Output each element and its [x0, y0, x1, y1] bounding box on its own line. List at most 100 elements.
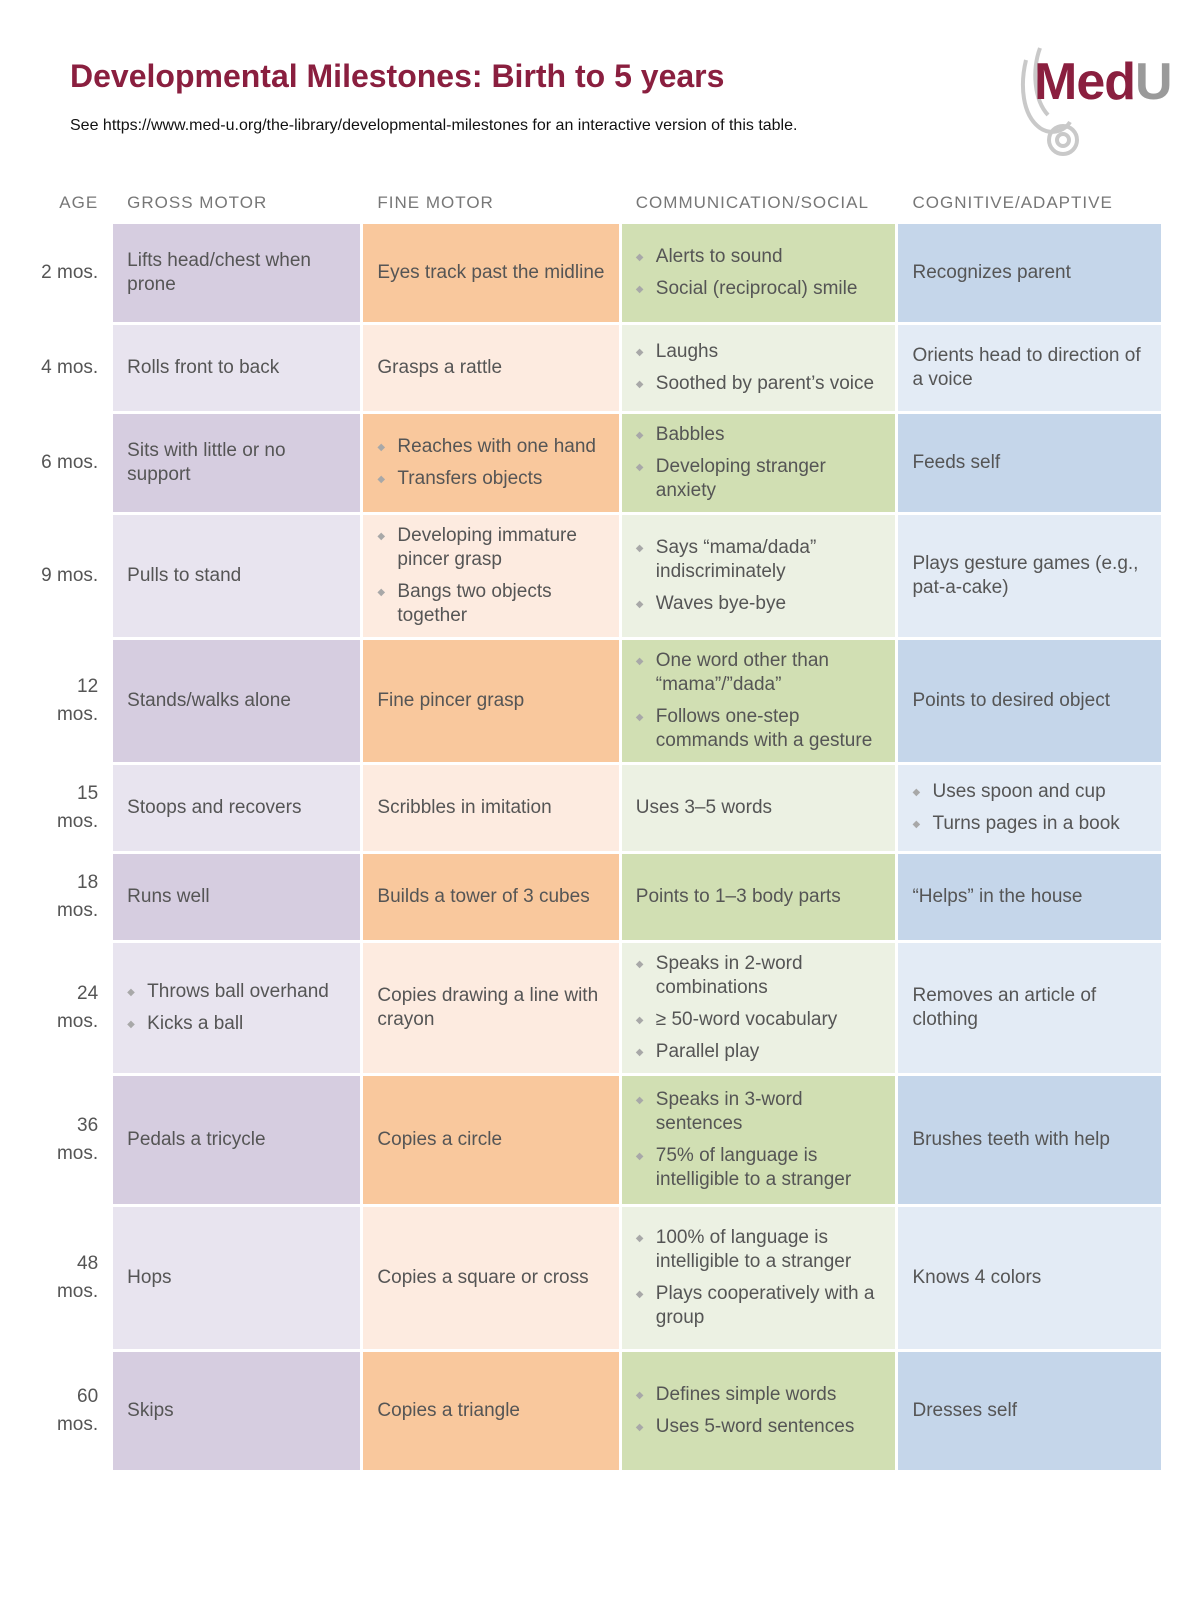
cog-cell: Feeds self	[898, 414, 1161, 512]
age-label: 15	[77, 783, 99, 804]
milestone-text: Copies a triangle	[377, 1400, 520, 1421]
fine-cell: Copies a square or cross	[363, 1207, 619, 1349]
milestone-text: Stands/walks alone	[127, 690, 291, 711]
milestones-table: AGE GROSS MOTOR FINE MOTOR COMMUNICATION…	[38, 190, 1164, 1473]
milestone-text: Fine pincer grasp	[377, 690, 525, 711]
milestone-item: One word other than “mama”/”dada”	[636, 649, 882, 697]
age-label: mos.	[56, 1414, 99, 1435]
milestone-item: 100% of language is intelligible to a st…	[636, 1226, 882, 1274]
comm-cell: Says “mama/dada” indiscriminately Waves b…	[621, 515, 896, 637]
milestone-item: Speaks in 2-word combinations	[636, 952, 882, 1000]
gross-cell: Sits with little or no support	[113, 414, 361, 512]
gross-cell: Runs well	[113, 854, 361, 940]
table-row: 2 mos. Lifts head/chest when prone Eyes tr…	[41, 224, 1161, 322]
milestone-text: Scribbles in imitation	[377, 797, 552, 818]
milestone-list: Developing immature pincer grasp Bangs tw…	[377, 524, 604, 628]
fine-cell: Copies a triangle	[363, 1352, 619, 1470]
gross-cell: Stoops and recovers	[113, 765, 361, 851]
milestone-item: Soothed by parent’s voice	[636, 372, 882, 397]
table-row: 48 mos. Hops Copies a square or cross 100% o…	[41, 1207, 1161, 1349]
header-cognitive-adaptive: COGNITIVE/ADAPTIVE	[912, 193, 1113, 212]
milestone-text: Points to desired object	[912, 690, 1110, 711]
gross-cell: Skips	[113, 1352, 361, 1470]
age-label: 48	[77, 1253, 99, 1274]
milestone-text: Uses 3–5 words	[635, 797, 773, 818]
age-label: mos.	[56, 900, 99, 921]
milestone-item: Bangs two objects together	[377, 580, 604, 628]
table-row: 18 mos. Runs well Builds a tower of 3 cubes…	[41, 854, 1161, 940]
milestone-item: Waves bye-bye	[636, 592, 882, 617]
milestone-list: Speaks in 2-word combinations ≥ 50-word v…	[636, 952, 882, 1065]
milestone-text: Hops	[127, 1267, 172, 1288]
age-cell: 2 mos.	[41, 224, 110, 322]
milestone-item: Developing immature pincer grasp	[377, 524, 604, 572]
gross-cell: Lifts head/chest when prone	[113, 224, 361, 322]
comm-cell: Speaks in 2-word combinations ≥ 50-word v…	[621, 943, 896, 1073]
fine-cell: Scribbles in imitation	[363, 765, 619, 851]
milestone-item: Plays cooperatively with a group	[636, 1282, 882, 1330]
table-row: 24 mos. Throws ball overhand Kicks a ball Co…	[41, 943, 1161, 1073]
milestone-item: Alerts to sound	[636, 245, 882, 270]
age-label: mos.	[56, 1281, 99, 1302]
milestone-text: Eyes track past the midline	[377, 262, 605, 283]
milestone-text: Copies a circle	[377, 1129, 503, 1150]
cog-cell: Points to desired object	[898, 640, 1161, 762]
table-row: 60 mos. Skips Copies a triangle Defines simp…	[41, 1352, 1161, 1470]
milestone-item: Parallel play	[636, 1040, 882, 1065]
page-title: Developmental Milestones: Birth to 5 yea…	[70, 58, 725, 94]
milestone-list: One word other than “mama”/”dada” Follows…	[636, 649, 882, 753]
fine-cell: Builds a tower of 3 cubes	[363, 854, 619, 940]
comm-cell: Laughs Soothed by parent’s voice	[621, 325, 896, 411]
medu-logo: MedU	[1018, 40, 1188, 165]
cog-cell: Uses spoon and cup Turns pages in a book	[898, 765, 1161, 851]
milestone-list: Alerts to sound Social (reciprocal) smile	[636, 245, 882, 302]
milestone-text: Builds a tower of 3 cubes	[377, 886, 590, 907]
milestone-item: Developing stranger anxiety	[636, 455, 882, 503]
fine-cell: Reaches with one hand Transfers objects	[363, 414, 619, 512]
milestone-text: Plays gesture games (e.g., pat-a-cake)	[912, 553, 1139, 598]
age-cell: 6 mos.	[41, 414, 110, 512]
age-label: 4 mos.	[41, 357, 99, 378]
age-label: 18	[77, 872, 99, 893]
cog-cell: Removes an article of clothing	[898, 943, 1161, 1073]
milestone-item: Uses 5-word sentences	[636, 1415, 882, 1440]
comm-cell: Defines simple words Uses 5-word sentence…	[621, 1352, 896, 1470]
cog-cell: Brushes teeth with help	[898, 1076, 1161, 1204]
milestone-list: Says “mama/dada” indiscriminately Waves b…	[636, 536, 882, 617]
milestone-item: Laughs	[636, 340, 882, 365]
comm-cell: Babbles Developing stranger anxiety	[621, 414, 896, 512]
milestone-list: 100% of language is intelligible to a st…	[636, 1226, 882, 1330]
milestone-list: Throws ball overhand Kicks a ball	[127, 980, 346, 1037]
comm-cell: 100% of language is intelligible to a st…	[621, 1207, 896, 1349]
milestone-text: Knows 4 colors	[912, 1267, 1042, 1288]
milestone-item: Social (reciprocal) smile	[636, 277, 882, 302]
age-cell: 36 mos.	[41, 1076, 110, 1204]
subtitle: See https://www.med-u.org/the-library/de…	[70, 117, 798, 134]
age-cell: 18 mos.	[41, 854, 110, 940]
age-label: 2 mos.	[41, 262, 99, 283]
header-row: AGE GROSS MOTOR FINE MOTOR COMMUNICATION…	[41, 193, 1161, 221]
age-label: mos.	[56, 1143, 99, 1164]
fine-cell: Fine pincer grasp	[363, 640, 619, 762]
age-label: 12	[77, 676, 99, 697]
milestone-text: Recognizes parent	[912, 262, 1071, 283]
logo-med: Med	[1034, 53, 1136, 111]
fine-cell: Copies a circle	[363, 1076, 619, 1204]
milestone-text: Copies drawing a line with crayon	[377, 985, 599, 1030]
table-body: 2 mos. Lifts head/chest when prone Eyes tr…	[41, 224, 1161, 1470]
cog-cell: Orients head to direction of a voice	[898, 325, 1161, 411]
header-fine-motor: FINE MOTOR	[377, 193, 494, 212]
milestone-text: Pulls to stand	[127, 565, 242, 586]
milestone-list: Defines simple words Uses 5-word sentence…	[636, 1383, 882, 1440]
milestone-text: Grasps a rattle	[377, 357, 503, 378]
age-cell: 24 mos.	[41, 943, 110, 1073]
header-communication-social: COMMUNICATION/SOCIAL	[635, 193, 869, 212]
header-gross-motor: GROSS MOTOR	[127, 193, 268, 212]
milestone-text: Skips	[127, 1400, 174, 1421]
age-cell: 48 mos.	[41, 1207, 110, 1349]
milestone-item: Speaks in 3-word sentences	[636, 1088, 882, 1136]
milestone-text: Sits with little or no support	[127, 440, 286, 485]
table-row: 12 mos. Stands/walks alone Fine pincer gras…	[41, 640, 1161, 762]
milestone-item: Kicks a ball	[127, 1012, 346, 1037]
logo-u: U	[1135, 53, 1173, 111]
